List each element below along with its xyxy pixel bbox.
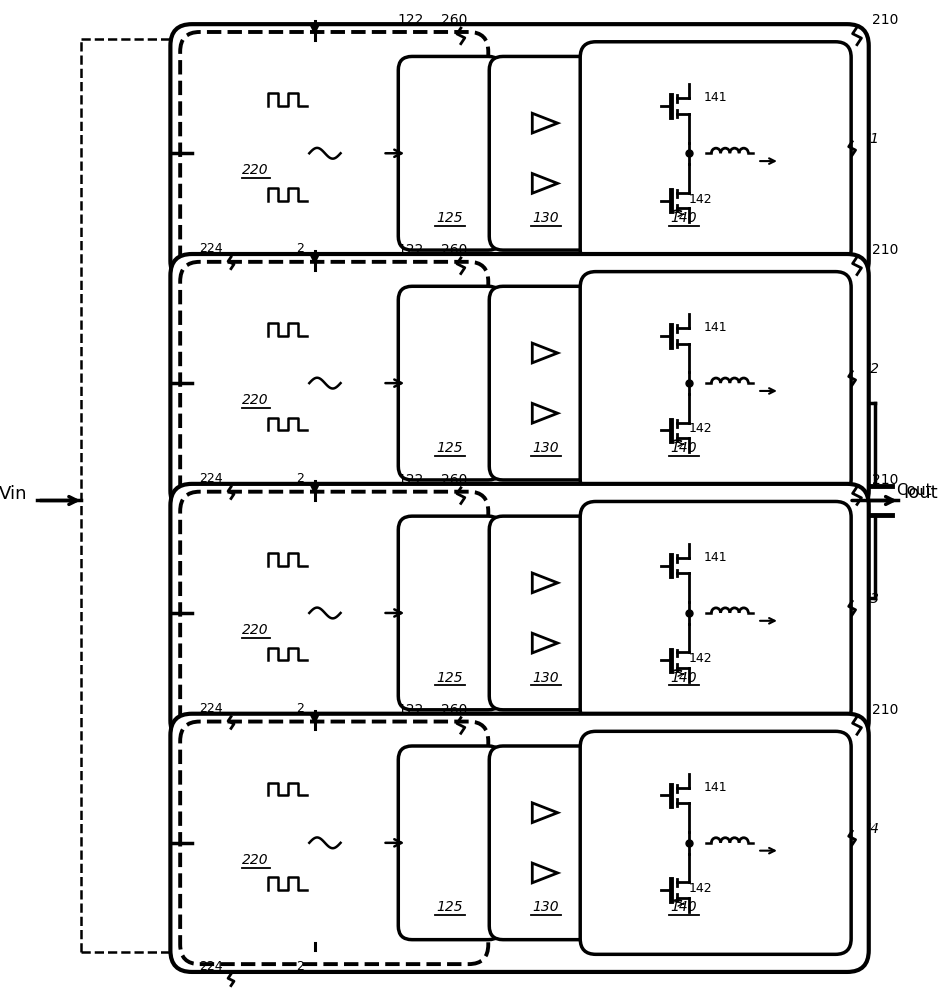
FancyBboxPatch shape	[189, 272, 420, 495]
FancyBboxPatch shape	[170, 24, 868, 282]
FancyBboxPatch shape	[581, 272, 851, 495]
Text: Iout: Iout	[903, 484, 938, 502]
Text: 141: 141	[704, 551, 727, 564]
Text: 140: 140	[670, 441, 697, 455]
Text: 130: 130	[532, 441, 560, 455]
Text: 210: 210	[871, 243, 898, 257]
Text: 141: 141	[704, 91, 727, 104]
FancyBboxPatch shape	[189, 731, 420, 954]
Text: 220: 220	[242, 853, 269, 867]
Text: 142: 142	[688, 422, 712, 435]
Text: 130: 130	[532, 211, 560, 225]
Text: I1: I1	[867, 132, 880, 146]
Text: 122: 122	[398, 243, 423, 257]
FancyBboxPatch shape	[581, 501, 851, 724]
Text: 141: 141	[704, 781, 727, 794]
Text: 210: 210	[871, 473, 898, 487]
FancyBboxPatch shape	[399, 516, 502, 710]
Text: I3: I3	[867, 592, 880, 606]
Text: 224: 224	[199, 472, 223, 485]
FancyBboxPatch shape	[170, 714, 868, 972]
Text: 210: 210	[871, 703, 898, 717]
FancyBboxPatch shape	[189, 501, 420, 724]
Text: 220: 220	[242, 623, 269, 637]
FancyBboxPatch shape	[180, 722, 489, 964]
Text: 122: 122	[398, 703, 423, 717]
Text: Cout: Cout	[896, 483, 932, 498]
Text: 260: 260	[441, 473, 468, 487]
Text: 224: 224	[199, 960, 223, 973]
FancyBboxPatch shape	[490, 516, 602, 710]
FancyBboxPatch shape	[170, 254, 868, 512]
Text: 142: 142	[688, 652, 712, 665]
Text: 140: 140	[670, 671, 697, 685]
Text: 141: 141	[704, 321, 727, 334]
FancyBboxPatch shape	[581, 731, 851, 954]
Text: 2: 2	[296, 960, 304, 973]
Text: 2: 2	[296, 702, 304, 715]
FancyBboxPatch shape	[490, 286, 602, 480]
FancyBboxPatch shape	[180, 262, 489, 504]
FancyBboxPatch shape	[189, 42, 420, 265]
Text: 2: 2	[296, 472, 304, 485]
FancyBboxPatch shape	[399, 56, 502, 250]
Text: 220: 220	[242, 393, 269, 407]
Text: 210: 210	[871, 13, 898, 27]
Text: 130: 130	[532, 671, 560, 685]
Text: 125: 125	[437, 211, 463, 225]
Text: 140: 140	[670, 900, 697, 914]
Text: 220: 220	[242, 163, 269, 177]
Text: 125: 125	[437, 900, 463, 914]
FancyBboxPatch shape	[490, 56, 602, 250]
Text: I2: I2	[867, 362, 880, 376]
Text: 224: 224	[199, 702, 223, 715]
Text: 140: 140	[670, 211, 697, 225]
Text: 142: 142	[688, 193, 712, 206]
FancyBboxPatch shape	[170, 484, 868, 742]
FancyBboxPatch shape	[490, 746, 602, 940]
Text: I4: I4	[867, 822, 880, 836]
FancyBboxPatch shape	[581, 42, 851, 265]
Text: 260: 260	[441, 703, 468, 717]
Text: 142: 142	[688, 882, 712, 895]
Text: 260: 260	[441, 243, 468, 257]
Text: Vin: Vin	[0, 485, 27, 503]
Text: 224: 224	[199, 242, 223, 255]
Text: 125: 125	[437, 671, 463, 685]
FancyBboxPatch shape	[180, 32, 489, 275]
Text: 122: 122	[398, 13, 423, 27]
FancyBboxPatch shape	[399, 746, 502, 940]
Text: 260: 260	[441, 13, 468, 27]
Text: 125: 125	[437, 441, 463, 455]
Text: 2: 2	[296, 242, 304, 255]
Text: 130: 130	[532, 900, 560, 914]
Text: 122: 122	[398, 473, 423, 487]
FancyBboxPatch shape	[180, 492, 489, 734]
FancyBboxPatch shape	[399, 286, 502, 480]
